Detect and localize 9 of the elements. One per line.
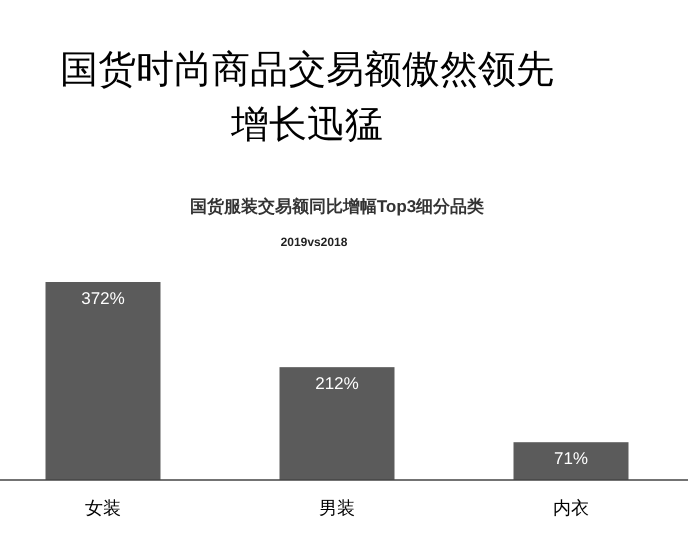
chart-title: 国货时尚商品交易额傲然领先增长迅猛 bbox=[60, 49, 554, 146]
data-label: 212% bbox=[315, 374, 359, 394]
x-tick-label: 内衣 bbox=[553, 498, 589, 518]
chart-subtitle: 国货服装交易额同比增幅Top3细分品类 bbox=[190, 197, 484, 216]
text: 2019vs2018 bbox=[280, 235, 348, 249]
x-tick-label: 男装 bbox=[319, 498, 355, 518]
data-label: 71% bbox=[554, 449, 588, 468]
x-tick-label: 女装 bbox=[85, 498, 121, 518]
data-label: 372% bbox=[81, 289, 125, 308]
